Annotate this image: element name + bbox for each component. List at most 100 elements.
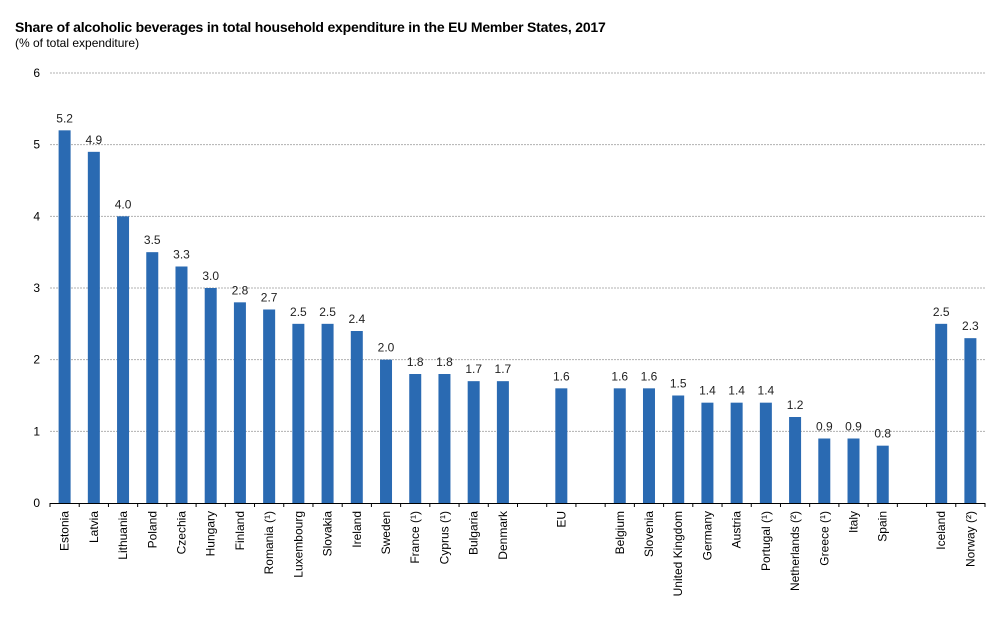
bar <box>964 338 977 503</box>
bar <box>935 323 948 503</box>
x-tick-label: Czechia <box>174 511 188 555</box>
bar <box>321 323 334 503</box>
bar <box>409 374 422 503</box>
x-tick-label: Slovenia <box>642 511 656 557</box>
y-tick-label: 4 <box>33 209 40 223</box>
value-label: 2.5 <box>933 305 950 319</box>
value-label: 2.7 <box>261 291 278 305</box>
x-tick-label: Ireland <box>350 511 364 548</box>
bar <box>146 252 159 503</box>
x-tick-label: Greece (¹) <box>817 511 831 566</box>
x-tick-label: Romania (¹) <box>262 511 276 574</box>
value-label: 0.9 <box>845 420 862 434</box>
y-tick-label: 5 <box>33 138 40 152</box>
y-tick-label: 6 <box>33 66 40 80</box>
x-tick-label: Netherlands (²) <box>788 511 802 591</box>
bar <box>701 402 714 503</box>
bar <box>730 402 743 503</box>
value-label: 1.8 <box>407 355 424 369</box>
x-tick-label: Cyprus (¹) <box>437 511 451 564</box>
value-label: 4.9 <box>85 133 102 147</box>
bar <box>117 216 130 504</box>
bars <box>58 130 977 504</box>
y-tick-label: 1 <box>33 424 40 438</box>
x-tick-label: Italy <box>847 511 861 533</box>
chart-title: Share of alcoholic beverages in total ho… <box>15 19 606 35</box>
bar <box>233 302 246 503</box>
value-label: 1.6 <box>553 369 570 383</box>
value-label: 1.4 <box>728 384 745 398</box>
value-label: 2.3 <box>962 319 979 333</box>
value-label: 1.7 <box>495 362 512 376</box>
x-tick-label: France (¹) <box>408 511 422 564</box>
value-label: 3.3 <box>173 248 190 262</box>
bar <box>292 323 305 503</box>
value-label: 1.2 <box>787 398 804 412</box>
bar <box>263 309 276 503</box>
y-axis: 0 1 2 3 4 5 6 <box>33 66 40 510</box>
bar <box>555 388 568 503</box>
bar <box>175 266 188 503</box>
x-tick-label: Norway (²) <box>963 511 977 567</box>
value-label: 0.9 <box>816 420 833 434</box>
bar <box>58 130 71 504</box>
x-tick-label: Iceland <box>934 511 948 550</box>
x-tick-label: Latvia <box>87 511 101 543</box>
x-tick-label: Spain <box>876 511 890 542</box>
y-tick-label: 3 <box>33 281 40 295</box>
x-axis: Estonia Latvia Lithuania Poland Czechia Hunga… <box>49 503 986 596</box>
y-tick-label: 0 <box>33 496 40 510</box>
x-tick-label: Sweden <box>379 511 393 554</box>
value-label: 1.6 <box>611 369 628 383</box>
bar <box>350 331 363 503</box>
x-tick-label: EU <box>554 511 568 528</box>
x-tick-label: Poland <box>145 511 159 548</box>
x-tick-label: Bulgaria <box>467 511 481 555</box>
bar <box>672 395 685 503</box>
value-label: 2.5 <box>319 305 336 319</box>
x-tick-label: Denmark <box>496 510 510 560</box>
value-label: 2.5 <box>290 305 307 319</box>
value-label: 3.5 <box>144 233 161 247</box>
x-tick-label: United Kingdom <box>671 511 685 596</box>
x-tick-label: Portugal (¹) <box>759 511 773 571</box>
bar <box>818 438 831 503</box>
x-tick-label: Belgium <box>613 511 627 554</box>
bar <box>467 381 480 503</box>
value-label: 3.0 <box>202 269 219 283</box>
y-tick-label: 2 <box>33 353 40 367</box>
value-label: 5.2 <box>56 111 73 125</box>
bar <box>438 374 451 503</box>
bar <box>642 388 655 503</box>
value-label: 2.0 <box>378 341 395 355</box>
value-label: 1.8 <box>436 355 453 369</box>
value-label: 1.5 <box>670 377 687 391</box>
bar <box>847 438 860 503</box>
value-label: 2.8 <box>232 283 249 297</box>
value-label: 1.7 <box>465 362 482 376</box>
bar <box>496 381 509 503</box>
value-label: 1.4 <box>699 384 716 398</box>
x-tick-label: Austria <box>730 511 744 549</box>
value-label: 0.8 <box>874 427 891 441</box>
bar <box>204 288 217 503</box>
x-tick-label: Germany <box>700 511 714 560</box>
x-tick-label: Slovakia <box>321 511 335 557</box>
value-labels: 5.2 4.9 4.0 3.5 3.3 3.0 2.8 2.7 2.5 2.5 2.4 2.0 1.8 1… <box>56 111 979 440</box>
value-label: 4.0 <box>115 197 132 211</box>
bar <box>380 359 393 503</box>
value-label: 1.4 <box>758 384 775 398</box>
x-tick-label: Finland <box>233 511 247 550</box>
bar <box>876 445 889 503</box>
bar <box>613 388 626 503</box>
value-label: 2.4 <box>348 312 365 326</box>
chart-subtitle: (% of total expenditure) <box>15 36 140 50</box>
x-tick-label: Luxembourg <box>291 511 305 578</box>
x-tick-label: Hungary <box>204 511 218 556</box>
bar <box>87 151 100 504</box>
bar <box>759 402 772 503</box>
bar <box>789 417 802 503</box>
x-tick-label: Lithuania <box>116 511 130 560</box>
x-tick-label: Estonia <box>58 511 72 551</box>
